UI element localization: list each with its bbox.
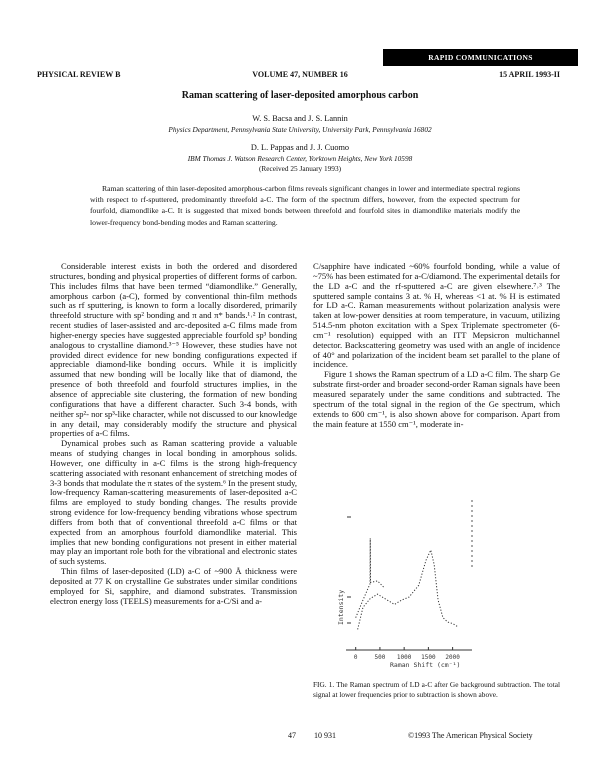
received-date: (Received 25 January 1993) <box>258 164 342 173</box>
x-tick-label: 0 <box>354 654 358 661</box>
abstract: Raman scattering of thin laser-deposited… <box>90 184 520 227</box>
journal-name: PHYSICAL REVIEW B <box>37 70 121 79</box>
series-total-signal <box>355 538 386 618</box>
figure-caption: FIG. 1. The Raman spectrum of LD a-C aft… <box>313 680 560 699</box>
affiliation-2: IBM Thomas J. Watson Research Center, Yo… <box>187 154 413 163</box>
authors-2: D. L. Pappas and J. J. Cuomo <box>250 143 350 152</box>
rapid-communications-banner: RAPID COMMUNICATIONS <box>383 49 578 66</box>
copyright: ©1993 The American Physical Society <box>408 731 533 740</box>
paragraph: Thin films of laser-deposited (LD) a-C o… <box>50 566 297 606</box>
paragraph: C/sapphire have indicated ~60% fourfold … <box>313 261 560 370</box>
x-tick-label: 1500 <box>421 654 436 661</box>
x-tick-label: 1000 <box>397 654 412 661</box>
authors-1: W. S. Bacsa and J. S. Lannin <box>252 114 348 123</box>
paragraph: Figure 1 shows the Raman spectrum of a L… <box>313 369 560 429</box>
affiliation-1: Physics Department, Pennsylvania State U… <box>168 125 432 134</box>
figure-1: 0 500 1000 1500 2000 Raman Shift (cm⁻¹) Inte… <box>335 495 485 675</box>
volume-footer: 47 <box>288 731 296 740</box>
y-axis-label: Intensity <box>337 590 345 625</box>
left-column: Considerable interest exists in both the… <box>50 261 297 607</box>
series-subtracted-spectrum <box>357 548 458 630</box>
paragraph: Considerable interest exists in both the… <box>50 261 297 439</box>
x-tick-label: 500 <box>375 654 386 661</box>
raman-spectrum-chart: 0 500 1000 1500 2000 Raman Shift (cm⁻¹) Inte… <box>337 500 473 669</box>
right-column: C/sapphire have indicated ~60% fourfold … <box>313 261 560 429</box>
x-axis-label: Raman Shift (cm⁻¹) <box>390 661 460 669</box>
issue-date: 15 APRIL 1993-II <box>499 70 560 79</box>
x-tick-label: 2000 <box>445 654 460 661</box>
paragraph: Dynamical probes such as Raman scatterin… <box>50 438 297 567</box>
volume-number: VOLUME 47, NUMBER 16 <box>252 70 348 79</box>
paper-title: Raman scattering of laser-deposited amor… <box>181 90 419 101</box>
page-number: 10 931 <box>314 731 336 740</box>
